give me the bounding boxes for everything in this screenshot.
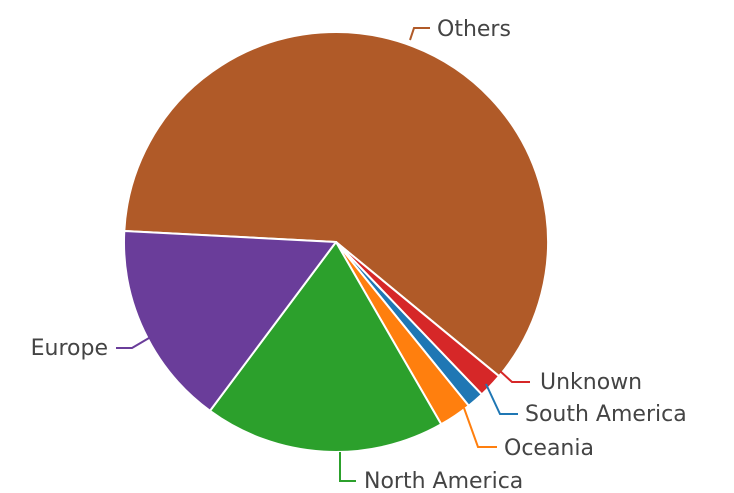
leader-line-unknown bbox=[499, 370, 530, 383]
slice-label-europe: Europe bbox=[31, 336, 108, 361]
pie-slice-others[interactable] bbox=[123, 31, 549, 378]
pie-slice-europe[interactable] bbox=[123, 230, 337, 412]
slice-label-north-america: North America bbox=[364, 469, 523, 493]
slice-label-unknown: Unknown bbox=[540, 370, 642, 395]
pie-slices bbox=[123, 31, 549, 453]
leader-lines bbox=[116, 27, 530, 482]
leader-line-oceania bbox=[463, 407, 497, 448]
leader-line-south-america bbox=[485, 383, 518, 415]
leader-line-europe bbox=[116, 337, 150, 349]
pie-slice-north-america[interactable] bbox=[208, 241, 443, 453]
slice-label-others: Others bbox=[437, 17, 511, 42]
leader-line-north-america bbox=[339, 452, 356, 482]
slice-label-south-america: South America bbox=[525, 402, 687, 427]
leader-line-others bbox=[409, 27, 430, 41]
slice-label-oceania: Oceania bbox=[504, 436, 594, 461]
